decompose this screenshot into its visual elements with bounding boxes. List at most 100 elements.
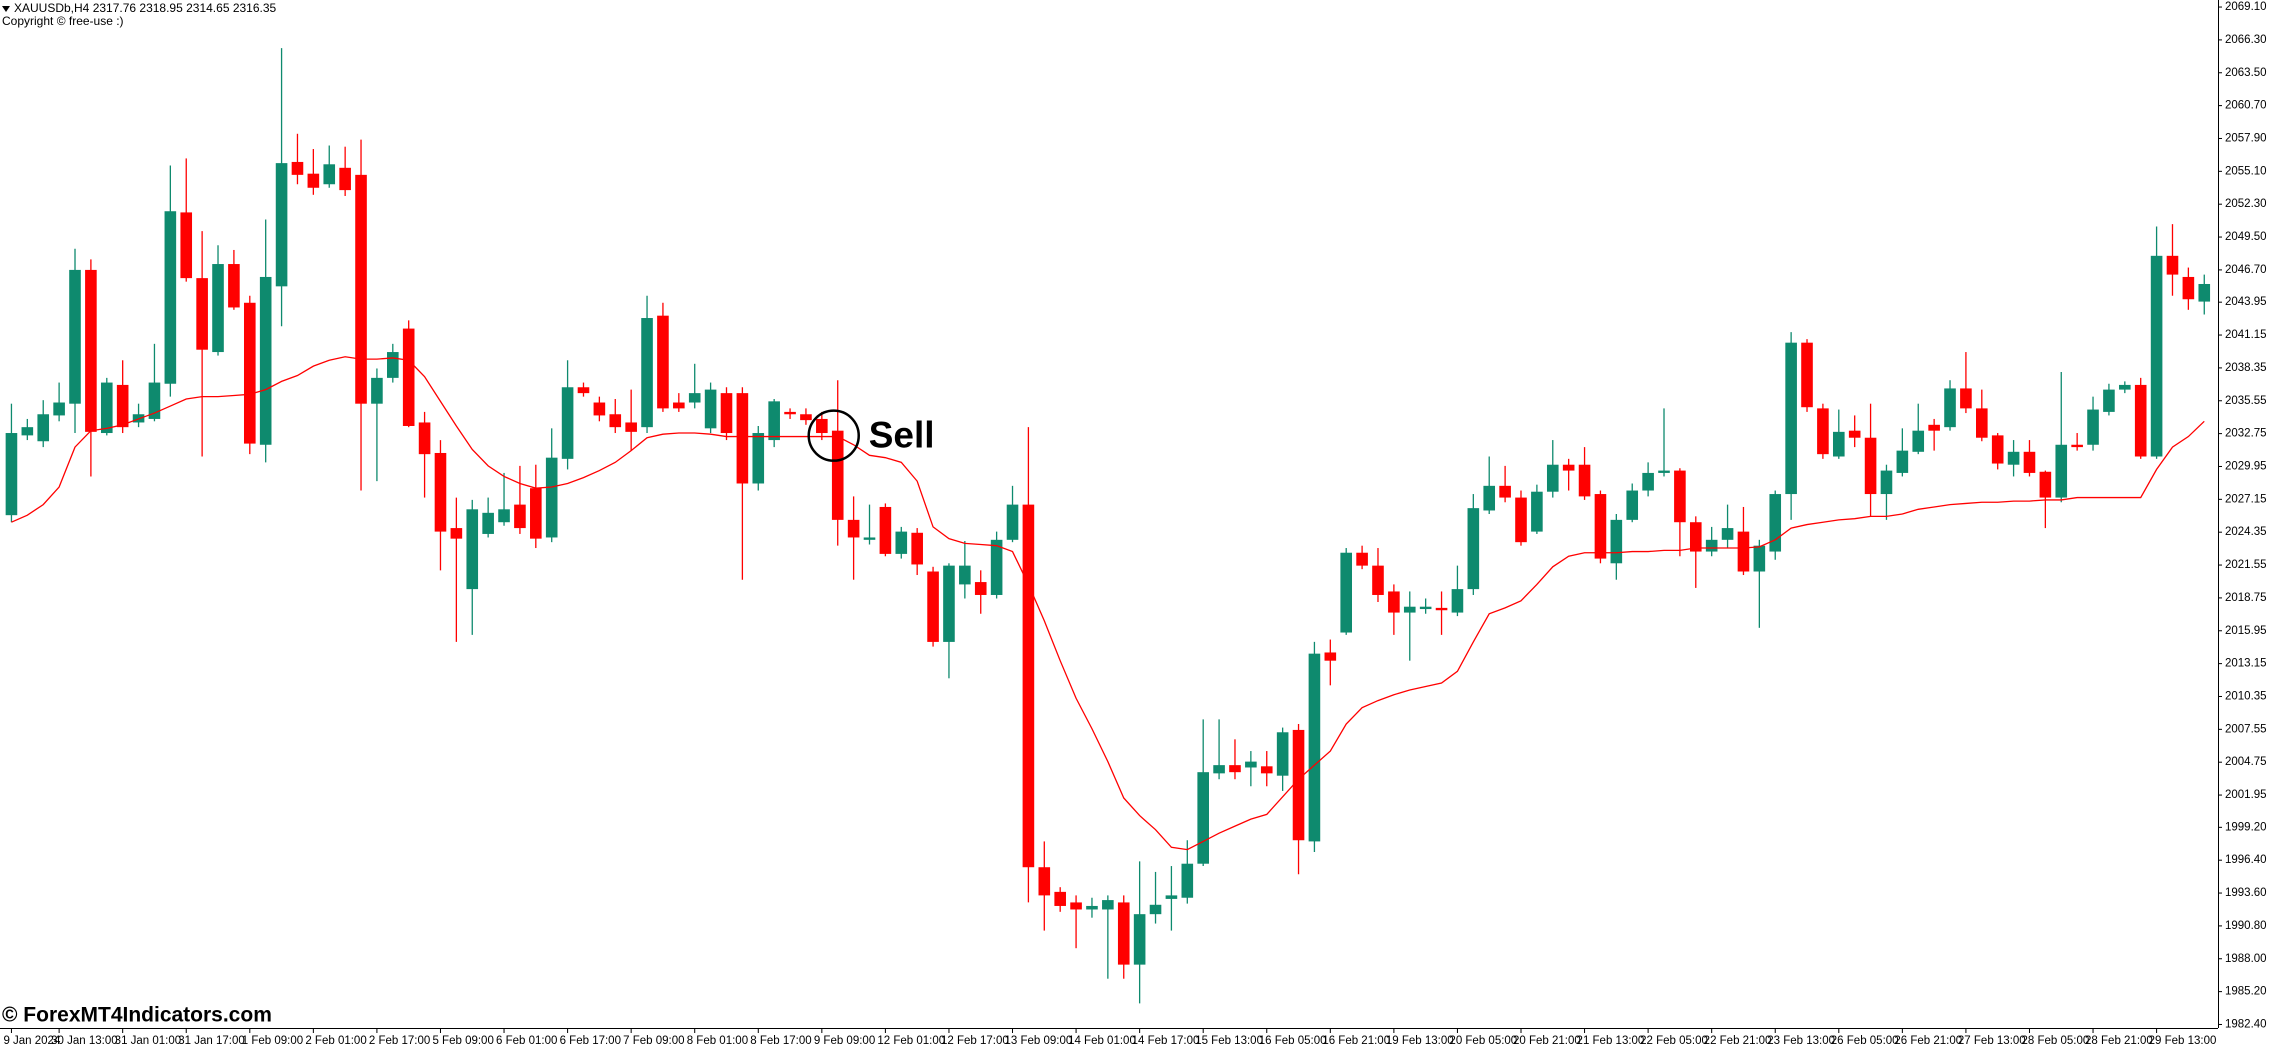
x-tick-label: 9 Jan 2024	[3, 1035, 61, 1047]
candle-body	[85, 269, 97, 432]
signal-circle	[807, 409, 860, 462]
candle-body	[561, 387, 574, 459]
x-tick-label: 6 Feb 01:00	[496, 1035, 557, 1047]
candle-body	[164, 211, 177, 384]
candle-body	[1403, 606, 1416, 613]
x-tick-label: 21 Feb 13:00	[1577, 1035, 1645, 1047]
candle-body	[768, 401, 780, 441]
candle-body	[736, 393, 749, 484]
candle-body	[2087, 409, 2099, 445]
y-tick-label: 2021.55	[2225, 559, 2267, 571]
candle-body	[2166, 255, 2179, 275]
y-tick-label: 2010.35	[2225, 691, 2267, 703]
x-tick-label: 14 Feb 01:00	[1068, 1035, 1136, 1047]
candle-body	[482, 512, 494, 534]
candle-body	[1721, 528, 1734, 540]
candle-body	[148, 382, 161, 419]
candle-body	[943, 565, 955, 642]
candle-body	[514, 504, 526, 529]
candle-body	[323, 164, 336, 185]
candle-body	[1626, 490, 1639, 520]
candle-body	[1642, 472, 1654, 491]
candle-body	[1451, 589, 1464, 613]
candle-body	[1213, 765, 1225, 774]
candle-body	[196, 278, 208, 350]
candle-body	[1785, 342, 1797, 495]
x-tick-label: 23 Feb 13:00	[1767, 1035, 1835, 1047]
candle-body	[291, 161, 304, 175]
candle-body	[1562, 464, 1575, 471]
candle-body	[895, 531, 908, 554]
y-tick-label: 1988.00	[2225, 953, 2267, 965]
chart-subtitle: Copyright © free-use :)	[2, 14, 124, 28]
candle-body	[371, 377, 383, 404]
candle-body	[1499, 485, 1511, 498]
candle-body	[1801, 342, 1813, 408]
x-tick-label: 12 Feb 01:00	[877, 1035, 945, 1047]
candle-body	[2007, 451, 2020, 465]
y-tick-label: 1985.20	[2225, 986, 2267, 998]
candle-body	[1133, 914, 1146, 965]
candle-body	[2039, 471, 2052, 498]
candle-body	[720, 393, 733, 434]
candle-body	[1276, 732, 1289, 776]
candle-body	[1546, 464, 1559, 492]
symbol-dropdown[interactable]	[2, 6, 10, 12]
candle-body	[2198, 283, 2211, 302]
candle-body	[2103, 389, 2115, 412]
candle-body	[2182, 276, 2195, 300]
candle-body	[116, 384, 129, 428]
candle-body	[53, 402, 65, 416]
x-tick-label: 22 Feb 21:00	[1704, 1035, 1772, 1047]
y-tick-label: 2013.15	[2225, 658, 2267, 670]
candle-body	[1769, 494, 1782, 552]
candle-body	[1435, 607, 1448, 611]
y-tick-label: 2015.95	[2225, 625, 2267, 637]
x-tick-label: 8 Feb 01:00	[687, 1035, 748, 1047]
x-tick-label: 8 Feb 17:00	[750, 1035, 811, 1047]
y-tick-label: 1993.60	[2225, 887, 2267, 899]
y-tick-label: 2043.95	[2225, 296, 2267, 308]
candle-body	[641, 318, 653, 428]
candle-body	[974, 582, 987, 595]
x-tick-label: 30 Jan 13:00	[51, 1035, 118, 1047]
candle-body	[1960, 388, 1972, 409]
candle-body	[1817, 408, 1829, 455]
candle-body	[1976, 408, 1988, 438]
candle-body	[1324, 652, 1337, 661]
candle-body	[1229, 765, 1241, 773]
y-tick-label: 2052.30	[2225, 198, 2267, 210]
candle-body	[1086, 905, 1098, 910]
y-tick-label: 2055.10	[2225, 165, 2267, 177]
candle-body	[275, 163, 288, 287]
candle-body	[1753, 545, 1766, 572]
candle-body	[1117, 902, 1130, 965]
candle-body	[990, 539, 1003, 595]
candle-body	[1388, 591, 1400, 613]
y-tick-label: 2069.10	[2225, 1, 2267, 13]
y-tick-label: 1999.20	[2225, 821, 2267, 833]
x-tick-label: 12 Feb 17:00	[941, 1035, 1009, 1047]
candle-body	[1928, 424, 1940, 431]
candle-body	[37, 414, 50, 442]
candle-body	[355, 174, 367, 404]
candle-body	[1944, 388, 1956, 428]
watermark: © ForexMT4Indicators.com	[2, 1004, 272, 1027]
candle-body	[259, 276, 272, 445]
candle-body	[863, 537, 876, 540]
candle-body	[1896, 450, 1909, 473]
candle-body	[927, 571, 939, 642]
candle-body	[609, 414, 622, 428]
y-tick-label: 2038.35	[2225, 362, 2267, 374]
candle-body	[5, 433, 18, 516]
candle-body	[2150, 255, 2163, 457]
candle-body	[100, 382, 113, 434]
x-tick-label: 6 Feb 17:00	[560, 1035, 621, 1047]
candle-body	[1467, 508, 1480, 590]
candle-body	[593, 402, 606, 416]
candle-body	[1197, 772, 1209, 864]
candle-body	[911, 532, 923, 565]
candle-body	[545, 457, 558, 538]
moving-average	[11, 356, 2205, 851]
